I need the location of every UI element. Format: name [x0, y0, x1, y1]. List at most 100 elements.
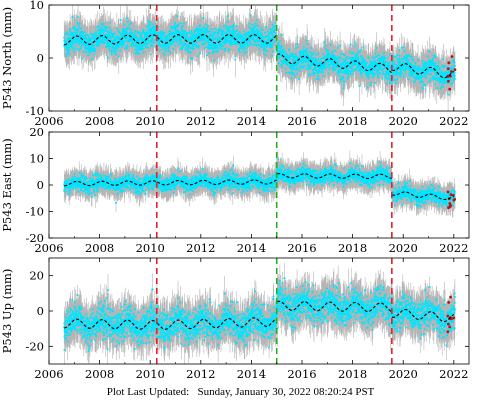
- data-point: [77, 15, 80, 19]
- data-point: [218, 36, 221, 39]
- data-point: [96, 190, 99, 193]
- data-point: [129, 29, 133, 32]
- data-point: [80, 188, 83, 191]
- data-point: [307, 65, 310, 68]
- data-point: [161, 37, 164, 40]
- data-point: [162, 190, 165, 193]
- data-point: [172, 191, 175, 194]
- data-point: [163, 31, 166, 34]
- data-point: [294, 47, 297, 50]
- data-point: [424, 83, 427, 87]
- data-point: [251, 24, 254, 27]
- data-point: [150, 32, 153, 35]
- data-point: [106, 43, 109, 47]
- data-point: [113, 185, 116, 188]
- data-point: [184, 30, 187, 33]
- data-point: [232, 24, 235, 27]
- x-tick-label: 2016: [287, 114, 316, 128]
- data-point: [136, 30, 139, 33]
- data-point: [198, 39, 201, 42]
- data-point: [381, 72, 385, 76]
- data-point: [450, 66, 453, 69]
- data-point: [165, 45, 168, 48]
- data-point: [187, 49, 190, 52]
- data-point: [317, 58, 320, 61]
- data-point: [151, 185, 154, 188]
- data-point: [151, 23, 154, 26]
- data-point: [242, 30, 245, 33]
- data-point: [135, 35, 138, 38]
- data-point: [452, 58, 455, 61]
- data-point: [339, 52, 343, 55]
- data-point: [191, 176, 194, 179]
- data-point: [309, 52, 313, 55]
- data-point: [128, 23, 131, 26]
- data-point: [247, 32, 251, 35]
- data-point: [358, 59, 361, 63]
- x-tick-label: 2020: [389, 114, 418, 128]
- data-point: [167, 49, 170, 52]
- data-point: [396, 78, 399, 81]
- data-point: [73, 172, 76, 175]
- data-point: [202, 43, 205, 46]
- data-point: [386, 77, 389, 80]
- data-point: [388, 82, 391, 85]
- data-point: [315, 77, 318, 80]
- data-point: [90, 37, 93, 41]
- data-point: [201, 168, 204, 171]
- data-point: [255, 44, 258, 47]
- data-point: [115, 27, 118, 30]
- data-point: [359, 73, 362, 76]
- data-point: [245, 33, 248, 36]
- data-point: [257, 39, 260, 42]
- data-point: [331, 54, 334, 57]
- data-point: [265, 25, 268, 28]
- data-point: [72, 187, 75, 190]
- data-point: [68, 191, 71, 194]
- data-point: [77, 28, 80, 31]
- data-point: [243, 39, 246, 42]
- data-point: [434, 55, 437, 58]
- data-point: [238, 47, 241, 50]
- data-point: [133, 177, 136, 180]
- data-point: [337, 61, 340, 64]
- data-point: [322, 53, 325, 56]
- data-point: [436, 66, 439, 69]
- data-point: [151, 44, 154, 47]
- data-point: [217, 176, 220, 179]
- data-point: [225, 47, 228, 50]
- data-point: [170, 188, 173, 191]
- data-point: [185, 177, 188, 180]
- data-point: [128, 27, 131, 30]
- data-point: [443, 64, 446, 68]
- data-point: [371, 56, 374, 59]
- data-point: [374, 59, 377, 62]
- data-point: [133, 32, 136, 35]
- data-point: [367, 72, 371, 75]
- data-point: [386, 56, 389, 59]
- data-point: [305, 50, 308, 54]
- data-point: [102, 174, 105, 177]
- data-point: [108, 27, 111, 30]
- data-point: [317, 52, 320, 55]
- data-point: [79, 176, 82, 179]
- data-point: [120, 190, 123, 193]
- data-point: [120, 44, 123, 47]
- y-tick-label: 10: [29, 0, 44, 12]
- data-point: [201, 38, 204, 42]
- data-point: [378, 54, 381, 57]
- gps-timeseries-figure: 2006 2008 2010 2012 2014 2016 2018 2020 2022-100…: [0, 0, 470, 381]
- data-point: [381, 77, 384, 80]
- data-point: [126, 36, 129, 39]
- data-point: [68, 53, 71, 56]
- data-point: [188, 51, 191, 54]
- data-point: [130, 45, 133, 48]
- data-point: [179, 31, 182, 34]
- data-point: [382, 60, 385, 63]
- data-point: [190, 33, 193, 37]
- data-point: [65, 53, 68, 56]
- data-point: [91, 57, 94, 60]
- data-point: [327, 72, 330, 75]
- data-point: [329, 43, 332, 46]
- data-point: [107, 175, 110, 178]
